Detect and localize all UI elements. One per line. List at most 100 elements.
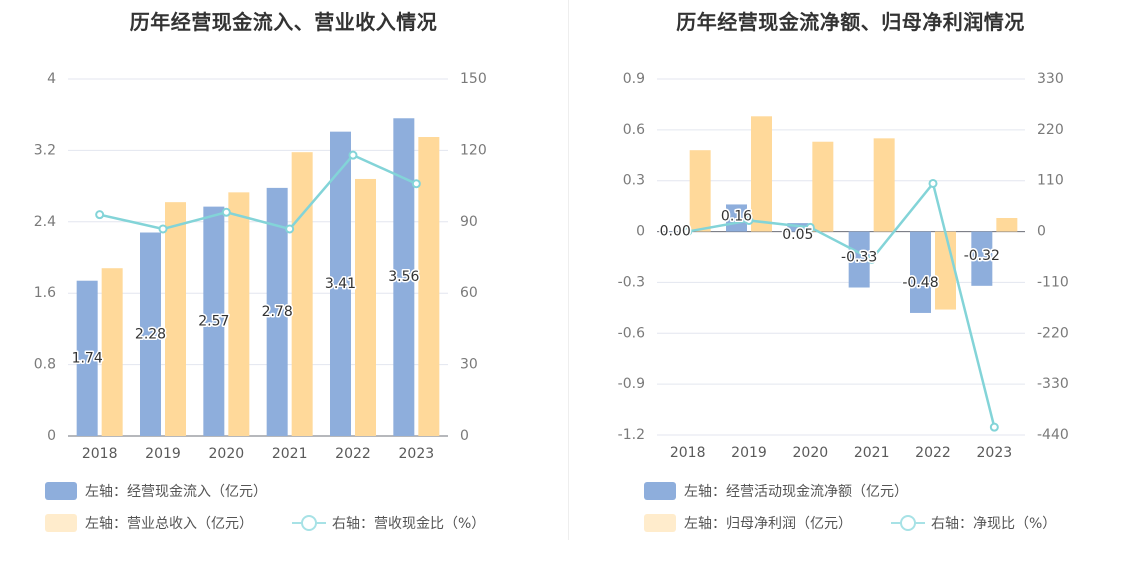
left-axis-tick-label: 0 xyxy=(636,224,645,240)
cash-inflow-revenue-chart: 历年经营现金流入、营业收入情况 0 0 0.8 30 1.6 60 2.4 90 3.2 120 4… xyxy=(34,10,487,533)
legend-label: 左轴：营业总收入（亿元） xyxy=(85,516,253,532)
bar-primary xyxy=(787,223,809,232)
x-axis-tick-label: 2021 xyxy=(272,446,308,462)
right-axis-tick-label: -110 xyxy=(1037,274,1069,290)
bar-secondary xyxy=(355,178,376,436)
bar-secondary xyxy=(812,141,834,232)
x-axis-tick-label: 2023 xyxy=(977,445,1013,461)
bar-secondary xyxy=(165,202,186,436)
bar-secondary xyxy=(873,138,895,232)
legend-item-net-cash-flow[interactable]: 左轴：经营活动现金流净额（亿元） xyxy=(644,481,908,501)
right-axis-tick-label: 120 xyxy=(460,142,487,158)
legend-item-net-profit[interactable]: 左轴：归母净利润（亿元） xyxy=(644,513,852,533)
left-axis-tick-label: -1.2 xyxy=(618,427,645,443)
left-axis-tick-label: -0.9 xyxy=(618,376,645,392)
chart-title: 历年经营现金流净额、归母净利润情况 xyxy=(676,10,1025,34)
legend-swatch xyxy=(644,482,676,500)
legend-item-net-cash-ratio[interactable]: 右轴：净现比（%） xyxy=(891,513,1056,533)
x-axis-tick-label: 2019 xyxy=(145,446,181,462)
left-axis-tick-label: 0.3 xyxy=(623,173,645,189)
bar-primary xyxy=(203,206,225,436)
bar-data-label: 0.05 xyxy=(782,227,813,243)
left-axis-tick-label: 1.6 xyxy=(34,285,56,301)
line-point xyxy=(928,178,938,188)
bar-secondary xyxy=(101,268,123,436)
x-axis-tick-label: 2020 xyxy=(793,445,829,461)
x-axis-tick-label: 2018 xyxy=(82,446,118,462)
x-axis-tick-label: 2021 xyxy=(854,445,890,461)
legend-line-icon xyxy=(891,514,925,532)
legend-label: 右轴：净现比（%） xyxy=(931,516,1057,532)
bar-secondary xyxy=(291,152,313,436)
right-axis-tick-label: -440 xyxy=(1037,427,1069,443)
line-point xyxy=(95,210,105,220)
line-point xyxy=(285,224,295,234)
line-point xyxy=(867,254,877,264)
x-axis-tick-label: 2022 xyxy=(335,446,371,462)
right-axis-tick-label: 220 xyxy=(1037,122,1064,138)
line-series xyxy=(687,180,996,428)
bar-data-label: 2.57 xyxy=(198,313,229,329)
legend-swatch xyxy=(45,482,77,500)
bar-data-label: -0.32 xyxy=(964,248,1000,264)
bar-secondary xyxy=(996,218,1018,232)
x-axis-tick-label: 2018 xyxy=(670,445,706,461)
x-axis-tick-label: 2022 xyxy=(915,445,951,461)
legend-label: 右轴：营收现金比（%） xyxy=(332,516,486,532)
bar-primary xyxy=(140,232,161,436)
legend-item-revenue[interactable]: 左轴：营业总收入（亿元） xyxy=(45,513,253,533)
right-axis-tick-label: -330 xyxy=(1037,376,1069,392)
line-point xyxy=(805,222,815,232)
net-cash-profit-chart: 历年经营现金流净额、归母净利润情况 -1.2 -440 -0.9 -330 -0.6 -2… xyxy=(567,0,1134,582)
bar-data-label: 2.78 xyxy=(262,304,293,320)
bar-secondary xyxy=(418,137,440,436)
left-axis-tick-label: 2.4 xyxy=(34,214,56,230)
bar-data-label: -0.33 xyxy=(841,250,877,266)
bar-data-label: 3.41 xyxy=(325,276,356,292)
legend-swatch xyxy=(45,514,77,532)
bar-data-label: 0.16 xyxy=(721,208,752,224)
legend-label: 左轴：经营现金流入（亿元） xyxy=(85,484,267,500)
right-axis-tick-label: 30 xyxy=(460,357,478,373)
right-axis-tick-label: 330 xyxy=(1037,71,1064,87)
bar-primary xyxy=(330,131,351,436)
bar-primary xyxy=(910,231,931,313)
panel-divider xyxy=(568,0,569,540)
left-axis-tick-label: 4 xyxy=(47,71,56,87)
chart-plot-area: 0 0 0.8 30 1.6 60 2.4 90 3.2 120 4 150 2018 2019 2020 2… xyxy=(34,71,487,462)
left-axis-tick-label: 0.9 xyxy=(623,71,645,87)
line-point xyxy=(411,179,421,189)
bar-data-label: 3.56 xyxy=(388,269,419,285)
line-point xyxy=(221,207,231,217)
bar-primary xyxy=(664,231,686,233)
legend-swatch xyxy=(644,514,676,532)
bar-primary xyxy=(76,280,98,436)
legend-item-cash-inflow[interactable]: 左轴：经营现金流入（亿元） xyxy=(45,481,267,501)
bar-secondary xyxy=(751,116,772,232)
bar-data-label: 1.74 xyxy=(72,350,103,366)
legend-item-cash-ratio[interactable]: 右轴：营收现金比（%） xyxy=(292,513,485,533)
bar-data-label: 0.00 xyxy=(660,224,691,240)
left-axis-tick-label: 3.2 xyxy=(34,142,56,158)
legend-label: 左轴：经营活动现金流净额（亿元） xyxy=(684,484,908,500)
chart-title: 历年经营现金流入、营业收入情况 xyxy=(129,10,438,34)
legend-line-icon xyxy=(292,514,326,532)
left-axis-tick-label: -0.3 xyxy=(618,274,645,290)
bar-data-label: -0.48 xyxy=(902,275,938,291)
bar-secondary xyxy=(689,150,711,232)
right-axis-tick-label: -220 xyxy=(1037,325,1069,341)
line-point xyxy=(744,215,754,225)
legend-label: 左轴：归母净利润（亿元） xyxy=(684,516,852,532)
right-axis-tick-label: 0 xyxy=(1037,224,1046,240)
right-axis-tick-label: 110 xyxy=(1037,173,1064,189)
left-axis-tick-label: 0 xyxy=(47,428,56,444)
right-axis-tick-label: 150 xyxy=(460,71,487,87)
bar-primary xyxy=(848,231,870,288)
x-axis-tick-label: 2023 xyxy=(399,446,435,462)
left-axis-tick-label: 0.6 xyxy=(623,122,645,138)
left-axis-tick-label: 0.8 xyxy=(34,357,56,373)
right-axis-tick-label: 90 xyxy=(460,214,478,230)
right-axis-tick-label: 60 xyxy=(460,285,478,301)
bar-primary xyxy=(393,118,415,437)
